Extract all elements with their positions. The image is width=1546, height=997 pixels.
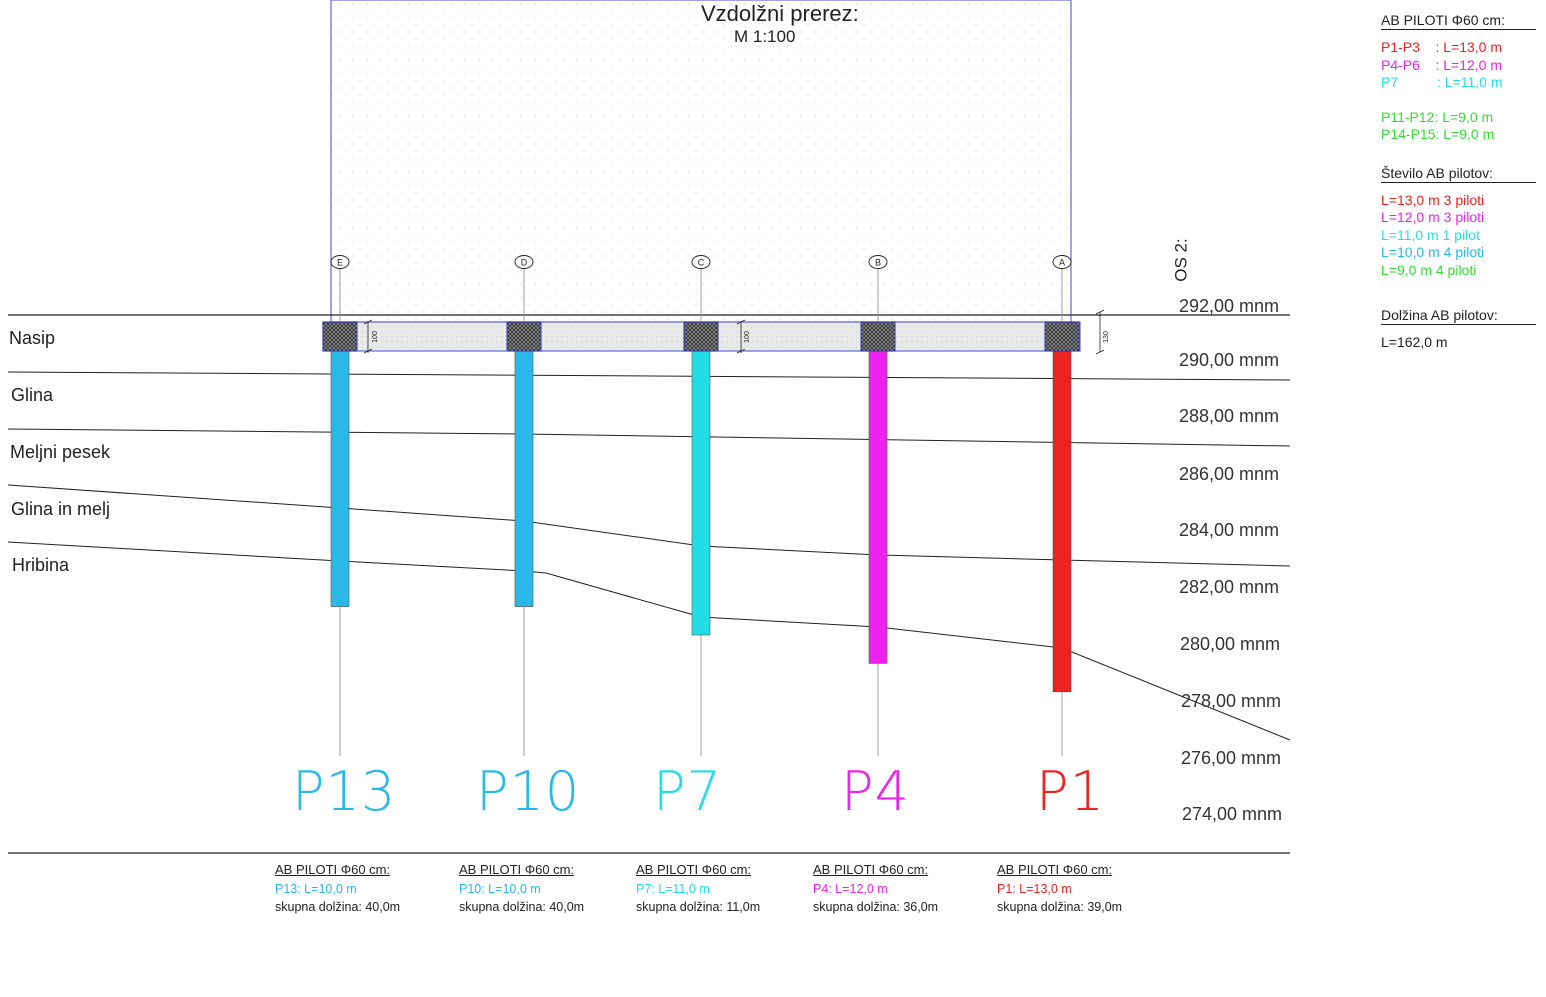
pile-shaft-p1: [1052, 350, 1072, 693]
dimension-label: 130: [1103, 331, 1110, 343]
legend-count: L=13,0 m 3 piloti: [1381, 191, 1485, 208]
elevation-label: 292,00 mnm: [1179, 296, 1280, 316]
legend-count: L=10,0 m 4 piloti: [1381, 244, 1485, 260]
layer-label-hribina: Hribina: [12, 555, 70, 575]
legend-pile-length: P7 : L=11,0 m: [1381, 74, 1503, 90]
pile-name-p10: P10: [476, 760, 581, 823]
axis-label: OS 2:: [1171, 238, 1191, 282]
pile-info-total: skupna dolžina: 40,0m: [459, 900, 585, 914]
axis-marker: [330, 255, 350, 269]
pile-info-p7: AB PILOTI Φ60 cm: P7: L=11,0 m skupna do…: [636, 862, 760, 916]
pile-info-title: AB PILOTI Φ60 cm:: [636, 862, 752, 877]
pile-info-length: P13: L=10,0 m: [275, 882, 357, 896]
elevation-label: 276,00 mnm: [1181, 748, 1282, 768]
scale-label: M 1:100: [734, 27, 796, 46]
pile-info-p13: AB PILOTI Φ60 cm: P13: L=10,0 m skupna d…: [275, 862, 400, 916]
pile-info-length: P1: L=13,0 m: [997, 882, 1072, 896]
legend-count: L=12,0 m 3 piloti: [1381, 209, 1485, 225]
layer-label-glina: Glina: [11, 385, 54, 405]
axis-marker-label: E: [337, 258, 343, 268]
pile-info-p4: AB PILOTI Φ60 cm: P4: L=12,0 m skupna do…: [813, 862, 938, 916]
elevation-label: 288,00 mnm: [1179, 406, 1280, 426]
section-title: Vzdolžni prerez:: [701, 1, 859, 26]
axis-marker: [1052, 255, 1072, 269]
legend-pile-length: P1-P3 : L=13,0 m: [1381, 39, 1503, 55]
pile-cap: [322, 321, 358, 352]
pile-info-total: skupna dolžina: 11,0m: [636, 900, 761, 914]
pile-name-p4: P4: [841, 760, 910, 823]
dimension-marks: [363, 309, 1105, 355]
layer-boundary-hribina: [7, 541, 1291, 741]
axis-marker-label: D: [521, 258, 528, 268]
dimension-label: 100: [744, 331, 751, 343]
pile-shaft-p13: [330, 350, 350, 607]
pile-info-title: AB PILOTI Φ60 cm:: [813, 862, 929, 877]
layer-boundary-glina-in-melj: [7, 484, 1291, 567]
elevation-label: 284,00 mnm: [1179, 520, 1280, 540]
elevation-label: 274,00 mnm: [1182, 804, 1283, 824]
axis-marker-label: B: [875, 258, 881, 268]
legend-pile-length: P14-P15: L=9,0 m: [1381, 126, 1495, 142]
layer-boundary-meljni-pesek: [7, 428, 1291, 447]
pile-info-length: P10: L=10,0 m: [459, 882, 541, 896]
pile-info-total: skupna dolžina: 39,0m: [997, 900, 1123, 914]
layer-label-meljni-pesek: Meljni pesek: [10, 442, 111, 462]
pile-shaft-p4: [868, 350, 888, 664]
axis-marker-label: A: [1059, 258, 1065, 268]
legend-panel: AB PILOTI Φ60 cm: P1-P3 : L=13,0 m P4-P6…: [1381, 12, 1536, 352]
layer-boundary-glina: [7, 371, 1291, 381]
legend-total-value: L=162,0 m: [1381, 334, 1448, 350]
pile-info-total: skupna dolžina: 36,0m: [813, 900, 939, 914]
layer-label-nasip: Nasip: [9, 328, 56, 348]
pile-cap: [860, 321, 896, 352]
legend-count-title: Število AB pilotov:: [1381, 165, 1536, 183]
elevation-label: 280,00 mnm: [1180, 634, 1281, 654]
pile-cap: [1044, 321, 1080, 352]
pile-cap: [506, 321, 542, 352]
axis-marker: [868, 255, 888, 269]
pile-info-length: P4: L=12,0 m: [813, 882, 888, 896]
axis-marker: [691, 255, 711, 269]
pile-shaft-p7: [691, 350, 711, 636]
elevation-label: 290,00 mnm: [1179, 350, 1280, 370]
pile-info-p10: AB PILOTI Φ60 cm: P10: L=10,0 m skupna d…: [459, 862, 584, 916]
pile-shaft-p10: [514, 350, 534, 607]
pile-name-p13: P13: [292, 760, 397, 823]
layer-label-glina-in-melj: Glina in melj: [11, 499, 111, 519]
pile-name-p7: P7: [653, 760, 722, 823]
elevation-label: 278,00 mnm: [1181, 691, 1282, 711]
pile-info-title: AB PILOTI Φ60 cm:: [459, 862, 575, 877]
legend-count: L=11,0 m 1 pilot: [1381, 226, 1480, 243]
pile-info-title: AB PILOTI Φ60 cm:: [275, 862, 391, 877]
legend-total-title: Dolžina AB pilotov:: [1381, 307, 1536, 325]
pile-cap: [683, 321, 719, 352]
pile-info-length: P7: L=11,0 m: [636, 882, 710, 896]
pile-info-p1: AB PILOTI Φ60 cm: P1: L=13,0 m skupna do…: [997, 862, 1122, 916]
legend-count: L=9,0 m 4 piloti: [1381, 261, 1477, 278]
legend-title: AB PILOTI Φ60 cm:: [1381, 12, 1536, 30]
elevation-label: 286,00 mnm: [1179, 464, 1280, 484]
axis-marker-label: C: [698, 258, 705, 268]
pile-info-title: AB PILOTI Φ60 cm:: [997, 862, 1113, 877]
legend-pile-length: P11-P12: L=9,0 m: [1381, 108, 1494, 125]
dimension-label: 100: [372, 331, 379, 343]
pile-name-p1: P1: [1036, 760, 1105, 823]
legend-pile-length: P4-P6 : L=12,0 m: [1381, 56, 1503, 73]
elevation-label: 282,00 mnm: [1179, 577, 1280, 597]
pile-info-total: skupna dolžina: 40,0m: [275, 900, 401, 914]
axis-marker: [514, 255, 534, 269]
